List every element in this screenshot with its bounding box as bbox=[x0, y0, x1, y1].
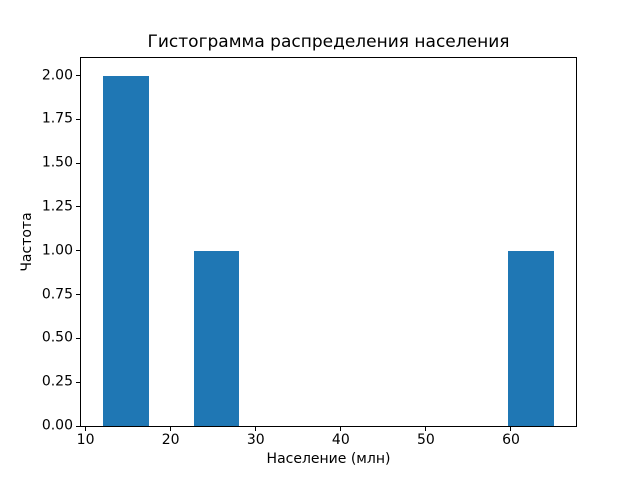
y-tick-label: 1.50 bbox=[41, 154, 73, 171]
x-tick-label: 40 bbox=[331, 432, 350, 448]
y-tick-mark bbox=[76, 381, 81, 383]
y-tick-mark bbox=[76, 206, 81, 208]
y-tick-label: 0.25 bbox=[41, 373, 73, 390]
y-tick-mark bbox=[76, 294, 81, 296]
x-axis-label: Население (млн) bbox=[266, 451, 391, 467]
y-tick-mark bbox=[76, 250, 81, 252]
y-tick-mark bbox=[76, 118, 81, 120]
x-tick-label: 30 bbox=[246, 432, 265, 448]
y-axis-label: Частота bbox=[19, 212, 35, 272]
y-tick-label: 2.00 bbox=[41, 67, 73, 84]
y-tick-label: 0.50 bbox=[41, 329, 73, 346]
y-tick-mark bbox=[76, 75, 81, 77]
y-tick-label: 0.00 bbox=[41, 417, 73, 434]
y-tick-mark bbox=[76, 425, 81, 427]
histogram-bar bbox=[193, 250, 239, 426]
x-tick-mark bbox=[85, 426, 87, 431]
y-tick-label: 0.75 bbox=[41, 286, 73, 303]
chart-title: Гистограмма распределения населения bbox=[147, 32, 510, 52]
y-tick-mark bbox=[76, 162, 81, 164]
x-tick-mark bbox=[170, 426, 172, 431]
x-tick-mark bbox=[255, 426, 257, 431]
x-tick-mark bbox=[510, 426, 512, 431]
histogram-bar bbox=[508, 250, 554, 426]
x-tick-mark bbox=[425, 426, 427, 431]
y-tick-label: 1.75 bbox=[41, 110, 73, 127]
histogram-bar bbox=[103, 75, 149, 426]
y-tick-label: 1.00 bbox=[41, 242, 73, 259]
x-tick-label: 60 bbox=[502, 432, 520, 448]
x-tick-label: 10 bbox=[76, 432, 95, 448]
x-tick-label: 50 bbox=[416, 432, 435, 448]
x-tick-mark bbox=[340, 426, 342, 431]
y-tick-label: 1.25 bbox=[41, 198, 73, 215]
plot-area: 10 20 30 40 50 60 0.00 0.25 0.50 0.75 1.00 1.25 1.50… bbox=[42, 57, 577, 448]
y-tick-mark bbox=[76, 337, 81, 339]
x-tick-label: 20 bbox=[161, 432, 180, 448]
